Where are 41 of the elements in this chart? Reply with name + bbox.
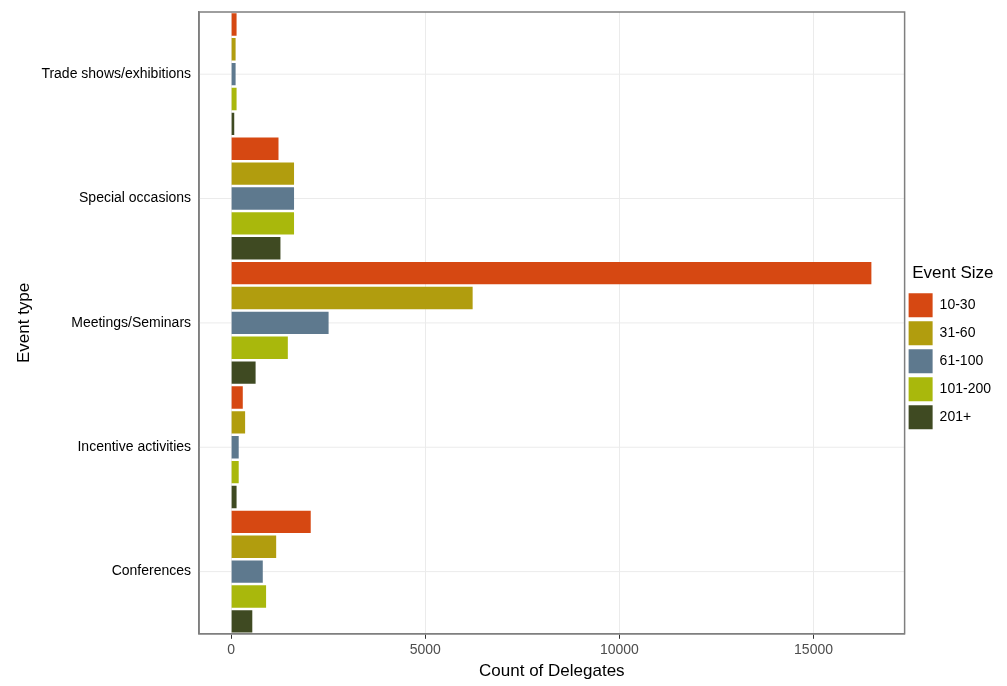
x-axis-title: Count of Delegates xyxy=(479,661,625,681)
bar xyxy=(231,261,872,285)
bar xyxy=(231,535,277,558)
bar xyxy=(231,361,256,384)
bar xyxy=(231,386,243,409)
x-tick-label: 15000 xyxy=(794,641,834,658)
bar xyxy=(231,237,281,260)
bar xyxy=(231,137,279,160)
x-tick-label: 0 xyxy=(227,641,236,658)
bar xyxy=(231,62,236,86)
legend-label: 201+ xyxy=(939,408,972,425)
bar xyxy=(231,187,295,210)
legend-label: 61-100 xyxy=(939,352,984,369)
legend-label: 31-60 xyxy=(939,324,976,341)
bar xyxy=(231,610,253,633)
y-tick-label: Special occasions xyxy=(79,189,192,206)
bar xyxy=(231,311,329,335)
legend-label: 10-30 xyxy=(939,296,976,313)
x-tick-label: 5000 xyxy=(409,641,442,658)
y-tick-label: Meetings/Seminars xyxy=(71,313,192,330)
bar xyxy=(231,560,263,583)
legend-label: 101-200 xyxy=(939,380,992,397)
bar xyxy=(231,336,288,359)
bar xyxy=(231,485,237,509)
bar xyxy=(231,436,239,459)
bar xyxy=(231,286,473,310)
bar xyxy=(231,87,237,111)
bar xyxy=(231,411,246,434)
bar xyxy=(231,162,295,185)
y-tick-label: Trade shows/exhibitions xyxy=(41,65,192,82)
bar xyxy=(231,212,295,235)
y-tick-label: Incentive activities xyxy=(77,438,192,455)
bar xyxy=(231,585,267,608)
bar xyxy=(231,38,236,61)
bar xyxy=(231,13,237,36)
x-tick-label: 10000 xyxy=(599,641,640,658)
y-tick-label: Conferences xyxy=(111,562,192,579)
bar xyxy=(231,510,311,534)
y-axis-title: Event type xyxy=(13,282,33,364)
legend-title: Event Size xyxy=(912,262,994,282)
bar xyxy=(231,460,239,484)
